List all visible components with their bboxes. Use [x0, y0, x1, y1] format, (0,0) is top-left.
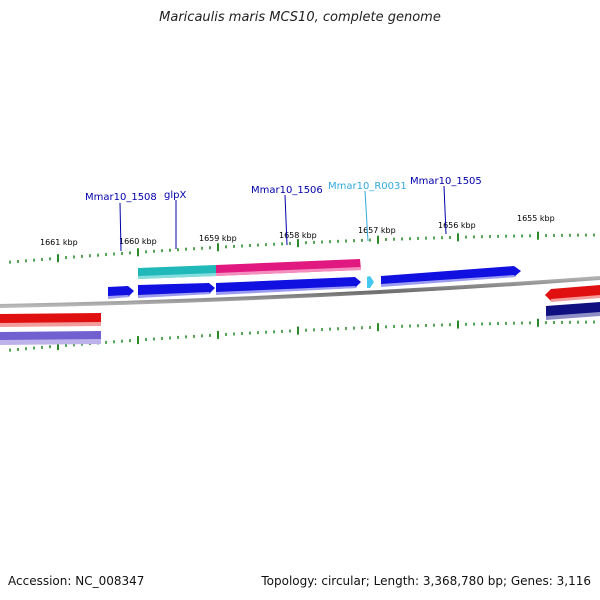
cds-arrow-mmar10-1505[interactable]: [381, 266, 521, 286]
cds-arrow-mmar10-1508[interactable]: [108, 286, 134, 298]
cds-arrow-shade: [138, 292, 211, 298]
gene-label-mmar10-1505[interactable]: Mmar10_1505: [410, 176, 482, 187]
gene-label-glpx[interactable]: glpX: [164, 190, 186, 201]
cds-feature-shade: [546, 312, 600, 320]
kbp-label-1656: 1656 kbp: [438, 221, 476, 230]
gene-label-mmar10-1506[interactable]: Mmar10_1506: [251, 185, 323, 196]
kbp-labels: 1661 kbp 1660 kbp 1659 kbp 1658 kbp 1657…: [40, 214, 555, 247]
cds-feature-pink-shade: [216, 267, 361, 276]
gene-label-leaders: [119, 185, 447, 252]
tick-marks-inner: [9, 318, 595, 352]
feature-row-left: [0, 313, 101, 345]
cds-feature-shade: [0, 322, 101, 327]
kbp-label-1660: 1660 kbp: [119, 237, 157, 246]
feature-row-forward: [108, 266, 521, 299]
cds-arrow-shade: [381, 275, 516, 287]
genome-summary-text: Topology: circular; Length: 3,368,780 bp…: [261, 574, 591, 588]
kbp-label-1657: 1657 kbp: [358, 226, 396, 235]
gene-label-mmar10-r0031[interactable]: Mmar10_R0031: [328, 181, 407, 192]
kbp-label-1661: 1661 kbp: [40, 238, 78, 247]
kbp-label-1655: 1655 kbp: [517, 214, 555, 223]
kbp-label-1658: 1658 kbp: [279, 231, 317, 240]
cds-feature-teal-shade: [138, 273, 216, 279]
genome-backbone: [0, 276, 600, 308]
kbp-label-1659: 1659 kbp: [199, 234, 237, 243]
cds-arrow-mmar10-1506[interactable]: [216, 277, 361, 294]
cds-arrow-shade: [216, 286, 357, 295]
tick-marks-outer: [9, 231, 595, 264]
map-title: Maricaulis maris MCS10, complete genome: [159, 10, 441, 25]
cds-arrow-shade: [551, 295, 600, 302]
rna-arrow-mmar10-r0031[interactable]: [367, 276, 374, 288]
gene-labels: Mmar10_1508 glpX Mmar10_1506 Mmar10_R003…: [85, 176, 482, 203]
feature-row-upper: [138, 259, 361, 279]
cds-arrow-shade: [108, 295, 130, 299]
cds-feature-shade: [0, 339, 101, 345]
feature-row-right: [545, 285, 600, 320]
gene-label-mmar10-1508[interactable]: Mmar10_1508: [85, 192, 157, 203]
cds-feature-red-left[interactable]: [0, 313, 101, 325]
accession-text: Accession: NC_008347: [8, 574, 145, 588]
